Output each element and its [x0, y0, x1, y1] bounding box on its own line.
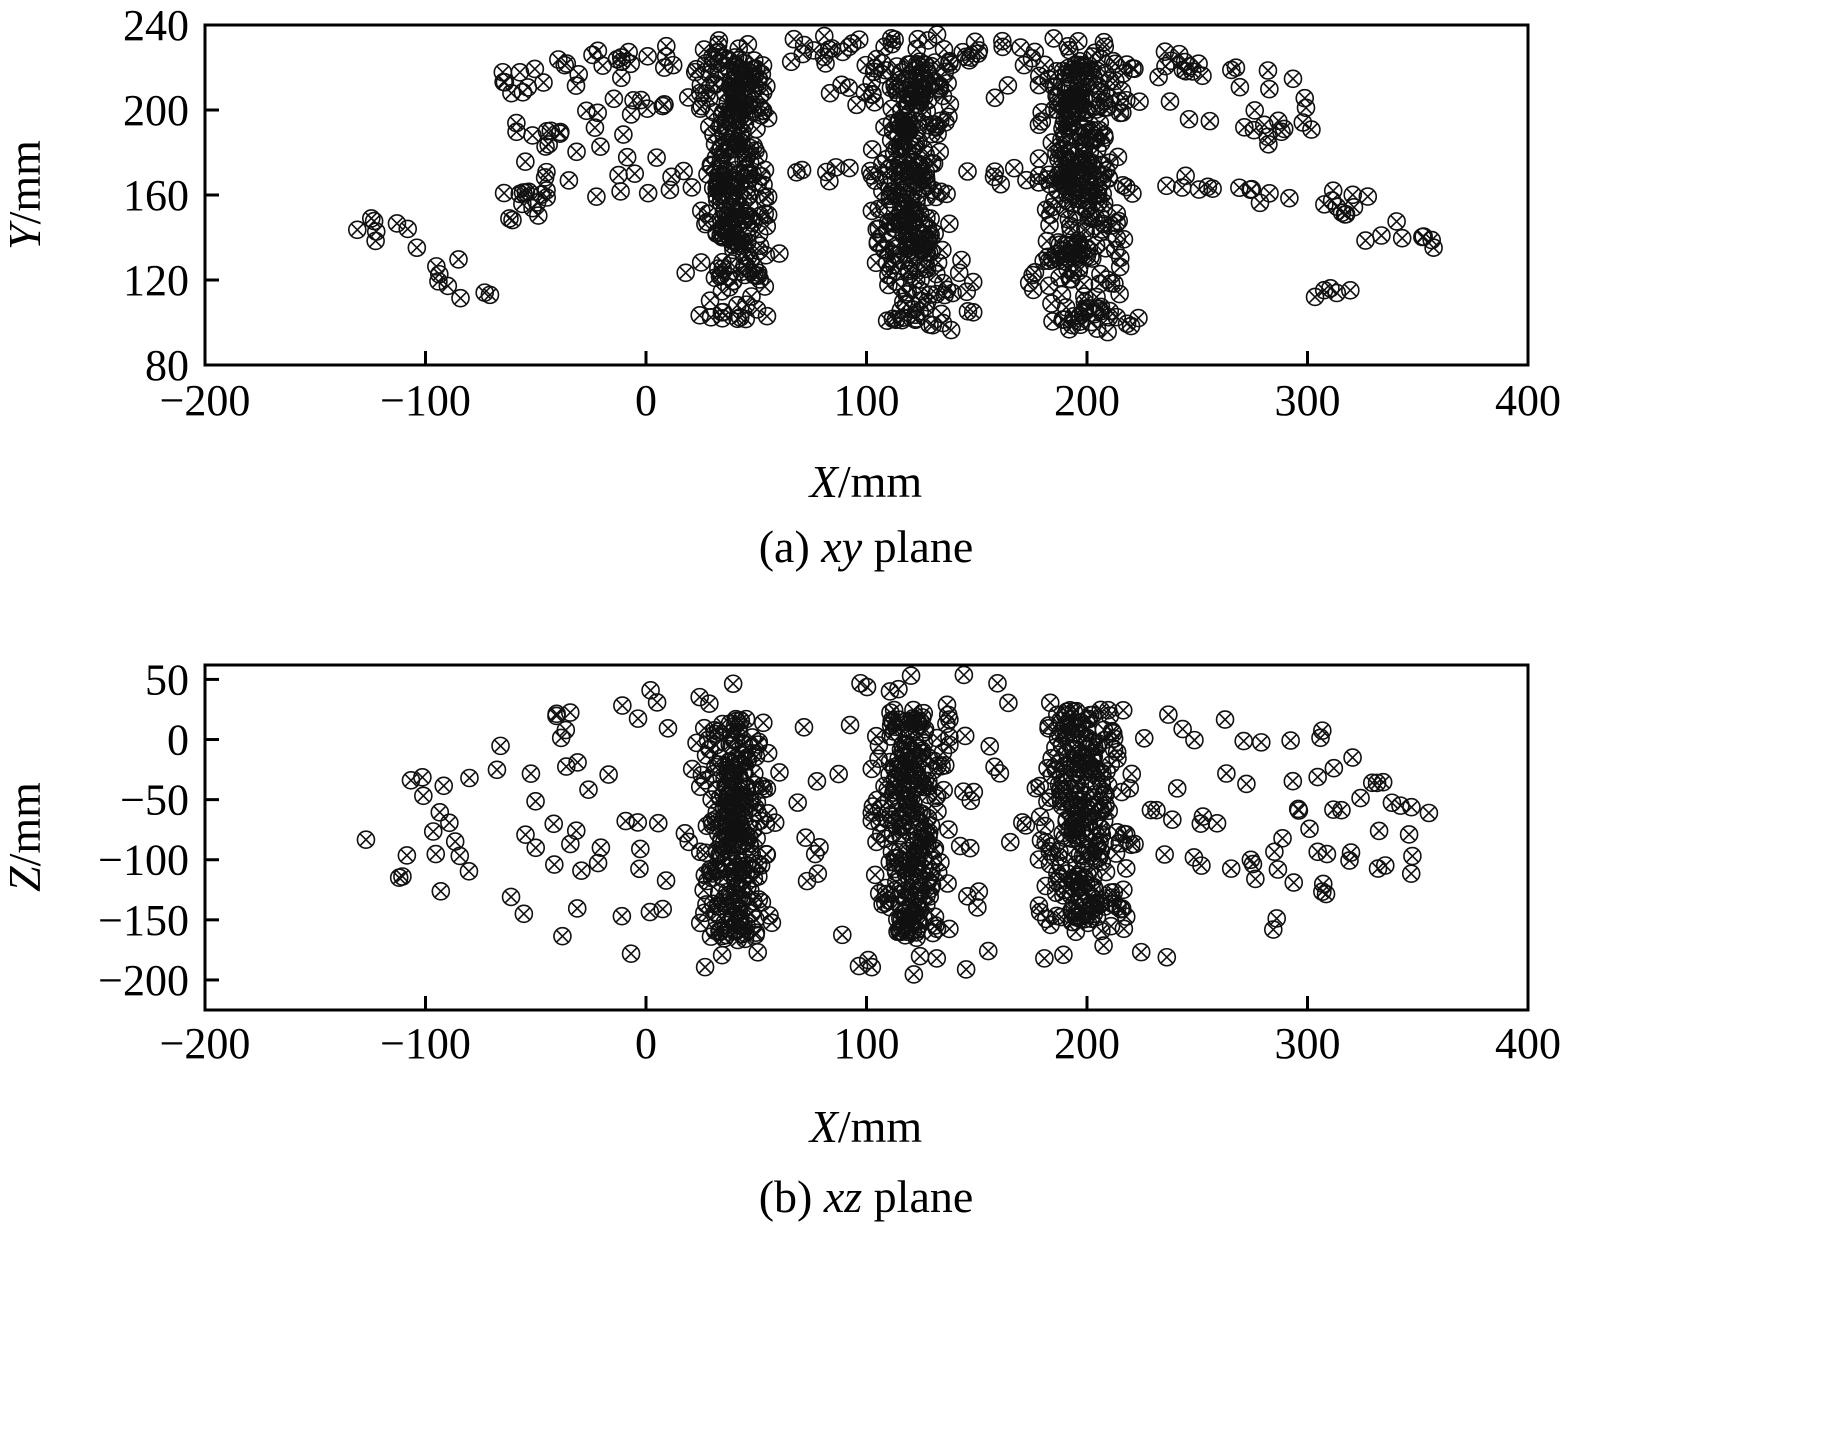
- x-axis-label-symbol: X: [808, 1101, 840, 1152]
- y-tick-label: 0: [167, 716, 189, 765]
- y-tick-label: 50: [145, 655, 189, 704]
- xz-scatter-points: [356, 665, 1439, 984]
- xy-plane-chart: −200 −100 0 100 200 300 400 80 120 160 200 240 Y/mm…: [0, 1, 1561, 572]
- y-tick-label: −100: [98, 836, 189, 885]
- x-tick-label: −100: [380, 376, 471, 425]
- y-axis-label-symbol: Z: [0, 866, 50, 892]
- x-tick-label: −200: [160, 376, 251, 425]
- xy-scatter-points: [348, 25, 1443, 342]
- y-axis-label-unit: /mm: [0, 140, 50, 225]
- caption-b-prefix: (b): [759, 1171, 824, 1222]
- y-tick-label: 120: [123, 256, 189, 305]
- caption-a: (a) xy plane: [759, 521, 974, 572]
- y-axis-label: Z/mm: [0, 782, 50, 892]
- y-axis-label-unit: /mm: [0, 782, 50, 867]
- x-axis-label-symbol: X: [808, 456, 840, 507]
- caption-a-prefix: (a): [759, 521, 822, 572]
- caption-b: (b) xz plane: [759, 1171, 974, 1222]
- x-tick-label: 400: [1495, 1019, 1561, 1068]
- x-tick-label: −200: [160, 1019, 251, 1068]
- x-axis-label: X/mm: [808, 1101, 923, 1152]
- y-tick-label: 80: [145, 341, 189, 390]
- x-axis-label: X/mm: [808, 456, 923, 507]
- caption-a-rest: plane: [862, 521, 973, 572]
- x-tick-label: 100: [834, 1019, 900, 1068]
- x-tick-label: 0: [635, 376, 657, 425]
- x-tick-label: 300: [1275, 376, 1341, 425]
- x-tick-label: 200: [1054, 376, 1120, 425]
- x-tick-label: 0: [635, 1019, 657, 1068]
- y-axis-label-symbol: Y: [0, 220, 50, 250]
- y-tick-label: −150: [98, 896, 189, 945]
- x-tick-label: 100: [834, 376, 900, 425]
- caption-b-plane: xz: [823, 1171, 862, 1222]
- caption-a-plane: xy: [820, 521, 862, 572]
- x-axis-label-unit: /mm: [838, 456, 923, 507]
- y-tick-label: 160: [123, 171, 189, 220]
- xz-plane-chart: −200 −100 0 100 200 300 400500−50−100−150−200 …: [0, 655, 1561, 1222]
- xy-axes: −200 −100 0 100 200 300 400 80 120 160 200 240: [123, 1, 1561, 425]
- y-tick-label: −50: [120, 776, 189, 825]
- y-tick-label: −200: [98, 956, 189, 1005]
- y-tick-label: 200: [123, 86, 189, 135]
- x-axis-label-unit: /mm: [838, 1101, 923, 1152]
- x-tick-label: −100: [380, 1019, 471, 1068]
- x-tick-label: 300: [1275, 1019, 1341, 1068]
- y-tick-label: 240: [123, 1, 189, 50]
- x-tick-label: 200: [1054, 1019, 1120, 1068]
- y-axis-label: Y/mm: [0, 140, 50, 250]
- caption-b-rest: plane: [862, 1171, 973, 1222]
- x-tick-label: 400: [1495, 376, 1561, 425]
